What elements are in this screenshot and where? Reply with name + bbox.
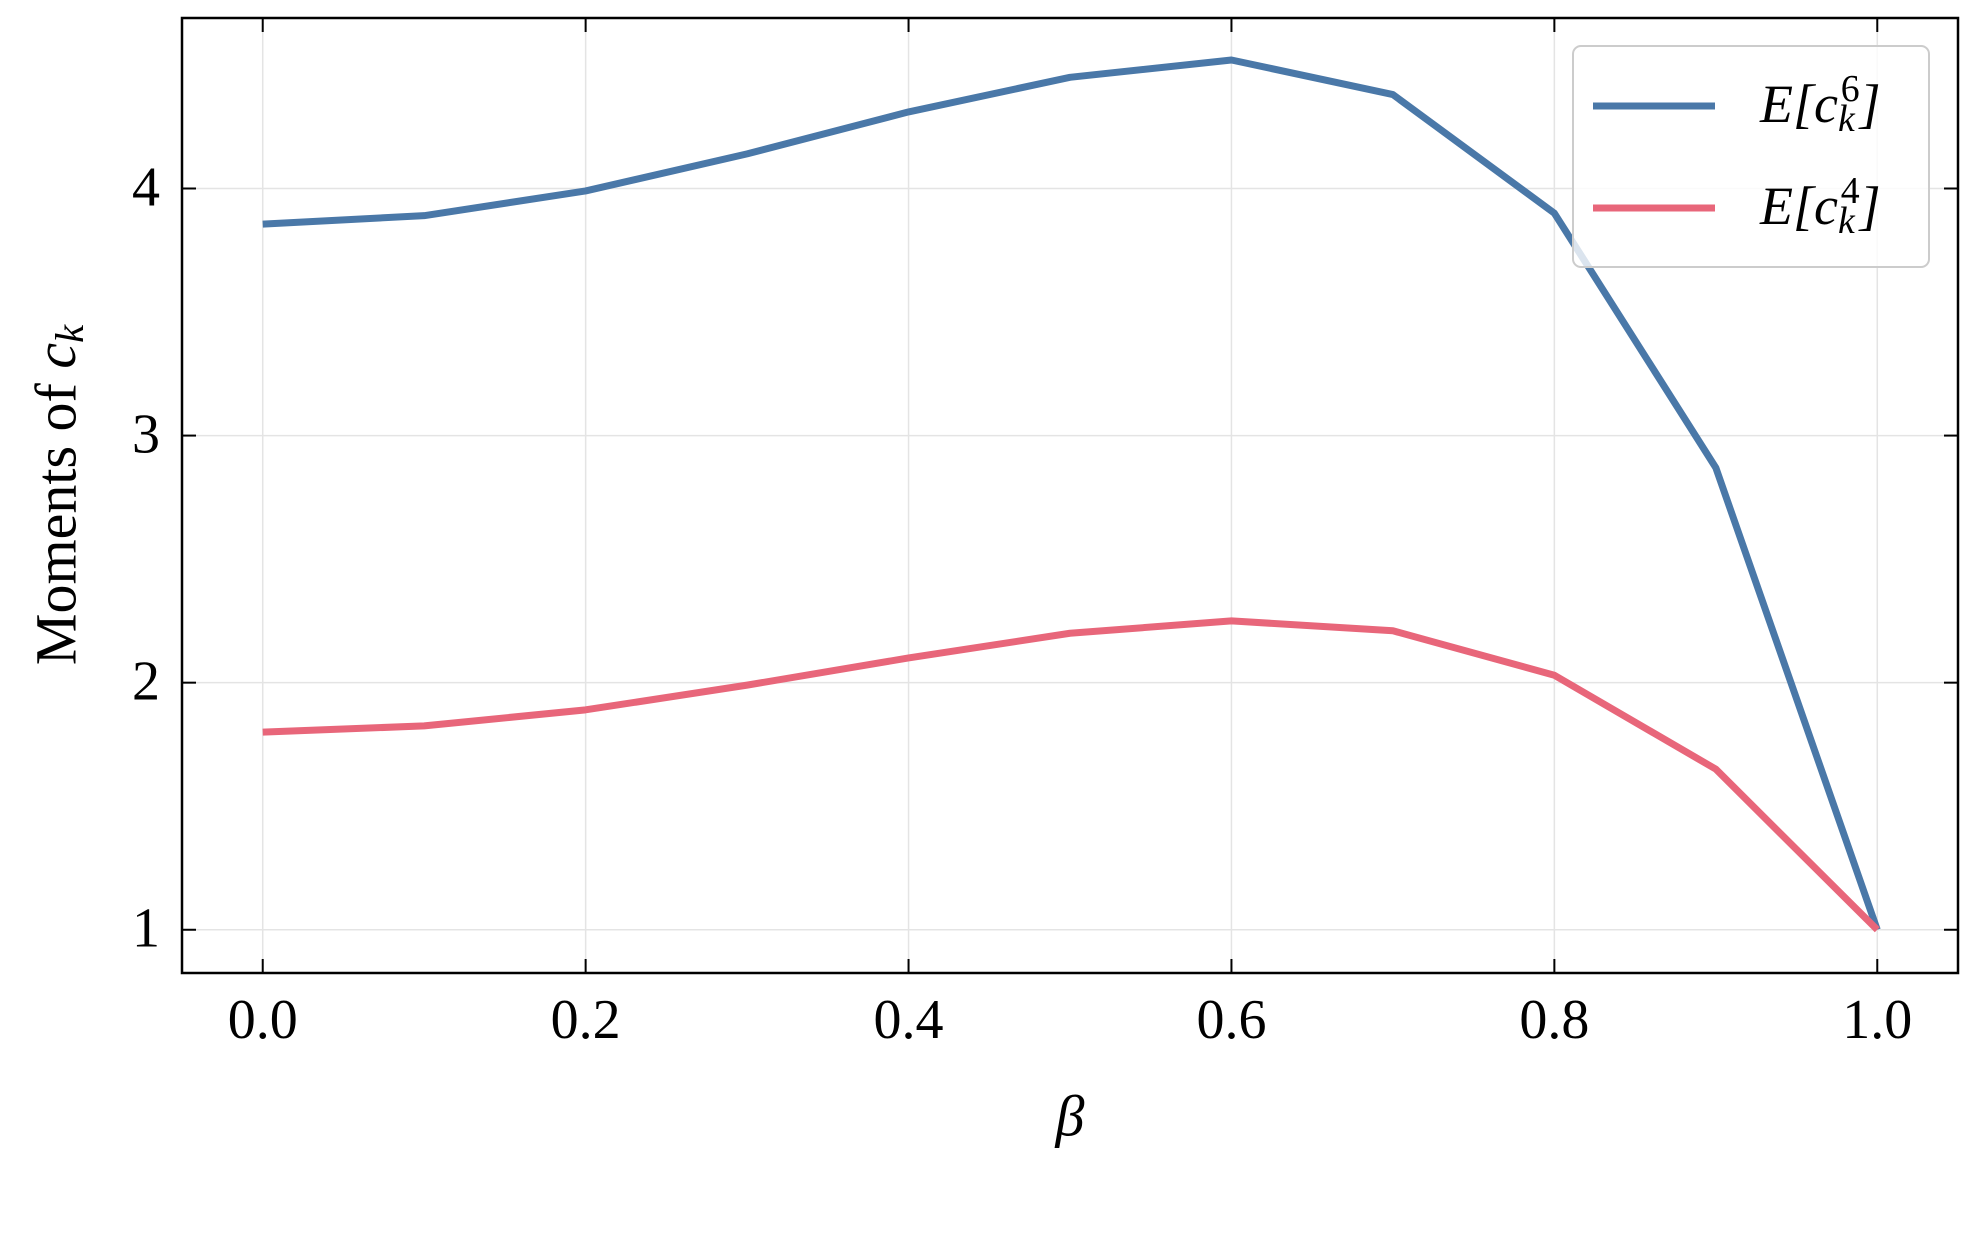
x-tick-label: 0.2 <box>551 989 621 1051</box>
y-tick-label: 2 <box>132 651 160 713</box>
x-tick-label: 0.0 <box>228 989 298 1051</box>
x-axis-label: β <box>1055 1083 1085 1148</box>
line-series <box>262 56 1881 931</box>
plot-frame <box>180 16 1960 975</box>
legend-label: E[ck6] <box>1759 68 1881 140</box>
y-tick-label: 1 <box>132 898 160 960</box>
line-series <box>262 617 1880 933</box>
x-tick-label: 0.6 <box>1196 989 1266 1051</box>
x-tick-label: 1.0 <box>1842 989 1912 1051</box>
x-tick-label: 0.4 <box>874 989 944 1051</box>
y-tick-label: 4 <box>132 156 160 218</box>
legend-box <box>1572 45 1930 268</box>
x-tick-label: 0.8 <box>1519 989 1589 1051</box>
y-tick-label: 3 <box>132 403 160 465</box>
legend-label: E[ck4] <box>1759 170 1881 242</box>
y-axis-label: Moments of ck​ <box>23 324 92 665</box>
